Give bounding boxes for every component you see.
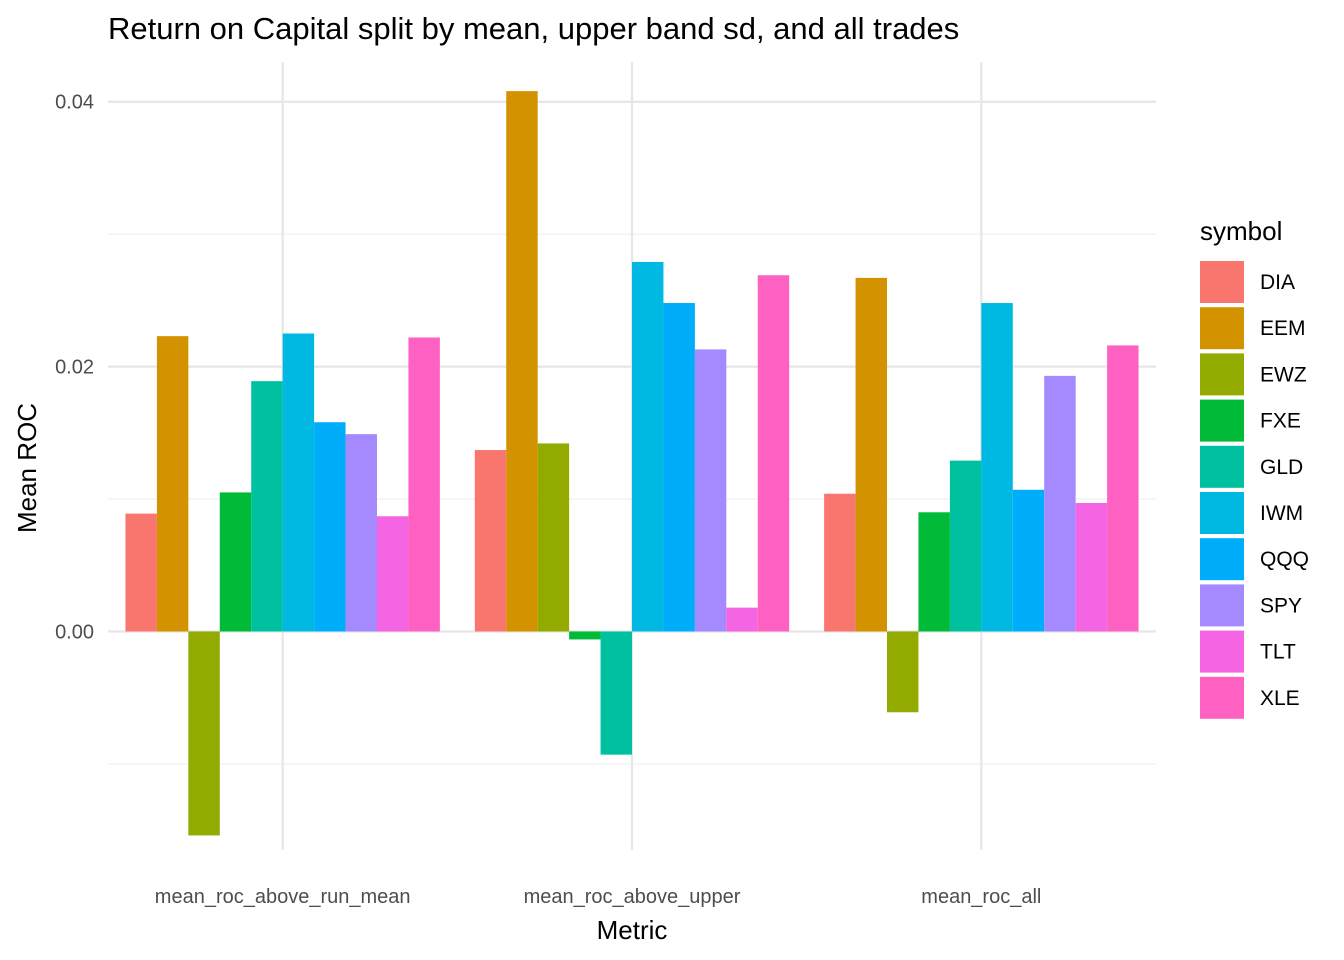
bar-qqq-mean-roc-above-run-mean xyxy=(314,422,346,632)
x-tick-label: mean_roc_above_run_mean xyxy=(155,886,411,908)
y-axis-title: Mean ROC xyxy=(12,403,42,533)
y-tick-label: 0.00 xyxy=(55,621,94,643)
legend-label-xle: XLE xyxy=(1260,687,1300,710)
bar-fxe-mean-roc-all xyxy=(918,512,950,632)
bar-tlt-mean-roc-above-upper xyxy=(726,607,758,632)
legend-label-gld: GLD xyxy=(1260,456,1303,479)
bar-iwm-mean-roc-above-run-mean xyxy=(282,333,315,632)
legend-key-spy xyxy=(1200,584,1244,627)
bar-xle-mean-roc-all xyxy=(1107,345,1139,632)
bar-gld-mean-roc-all xyxy=(949,460,982,632)
y-tick-label: 0.02 xyxy=(55,357,94,379)
legend-title: symbol xyxy=(1200,216,1282,246)
legend-key-fxe xyxy=(1200,399,1244,442)
bar-qqq-mean-roc-above-upper xyxy=(663,303,695,632)
legend-key-qqq xyxy=(1200,538,1244,581)
legend-label-dia: DIA xyxy=(1260,271,1295,294)
legend: symbol DIA EEM EWZ FXE GLD IWM QQQ SPY TLT XLE xyxy=(1200,216,1309,719)
bar-dia-mean-roc-above-upper xyxy=(474,450,507,632)
bar-spy-mean-roc-above-run-mean xyxy=(345,434,377,632)
x-axis-title: Metric xyxy=(597,915,668,945)
bar-ewz-mean-roc-above-upper xyxy=(537,443,570,632)
bar-dia-mean-roc-all xyxy=(824,493,856,632)
bar-tlt-mean-roc-above-run-mean xyxy=(376,516,409,632)
legend-key-iwm xyxy=(1200,492,1244,534)
bar-spy-mean-roc-all xyxy=(1044,375,1076,632)
legend-key-tlt xyxy=(1200,630,1244,673)
x-tick-label: mean_roc_all xyxy=(921,886,1041,908)
bars xyxy=(125,91,1139,836)
bar-eem-mean-roc-above-upper xyxy=(506,91,538,632)
bar-ewz-mean-roc-all xyxy=(887,631,919,713)
legend-label-ewz: EWZ xyxy=(1260,363,1307,386)
bar-spy-mean-roc-above-upper xyxy=(694,349,727,632)
bar-qqq-mean-roc-all xyxy=(1012,489,1045,632)
y-axis-ticks: 0.00 0.02 0.04 xyxy=(55,92,94,644)
legend-key-eem xyxy=(1200,307,1244,350)
bar-gld-mean-roc-above-upper xyxy=(600,631,632,755)
legend-key-xle xyxy=(1200,676,1244,719)
legend-label-eem: EEM xyxy=(1260,317,1306,340)
bar-iwm-mean-roc-all xyxy=(981,303,1013,632)
bar-xle-mean-roc-above-upper xyxy=(757,275,790,632)
bar-fxe-mean-roc-above-run-mean xyxy=(219,492,252,632)
legend-label-iwm: IWM xyxy=(1260,502,1303,525)
bar-iwm-mean-roc-above-upper xyxy=(632,261,664,632)
bar-fxe-mean-roc-above-upper xyxy=(569,631,601,640)
bar-tlt-mean-roc-all xyxy=(1075,503,1108,632)
legend-label-qqq: QQQ xyxy=(1260,548,1309,571)
legend-label-tlt: TLT xyxy=(1260,641,1296,664)
bar-ewz-mean-roc-above-run-mean xyxy=(188,631,220,836)
bar-eem-mean-roc-all xyxy=(855,277,888,632)
bar-eem-mean-roc-above-run-mean xyxy=(156,336,189,632)
bar-xle-mean-roc-above-run-mean xyxy=(408,337,440,632)
y-tick-label: 0.04 xyxy=(55,92,94,114)
x-tick-label: mean_roc_above_upper xyxy=(524,886,741,908)
legend-key-gld xyxy=(1200,445,1244,488)
legend-label-fxe: FXE xyxy=(1260,410,1301,433)
bar-dia-mean-roc-above-run-mean xyxy=(125,513,157,632)
bar-gld-mean-roc-above-run-mean xyxy=(251,381,283,632)
legend-key-dia xyxy=(1200,261,1244,303)
x-axis-ticks: mean_roc_above_run_mean mean_roc_above_up… xyxy=(155,886,1042,908)
legend-label-spy: SPY xyxy=(1260,594,1302,617)
legend-key-ewz xyxy=(1200,353,1244,396)
chart-title: Return on Capital split by mean, upper b… xyxy=(108,11,959,46)
